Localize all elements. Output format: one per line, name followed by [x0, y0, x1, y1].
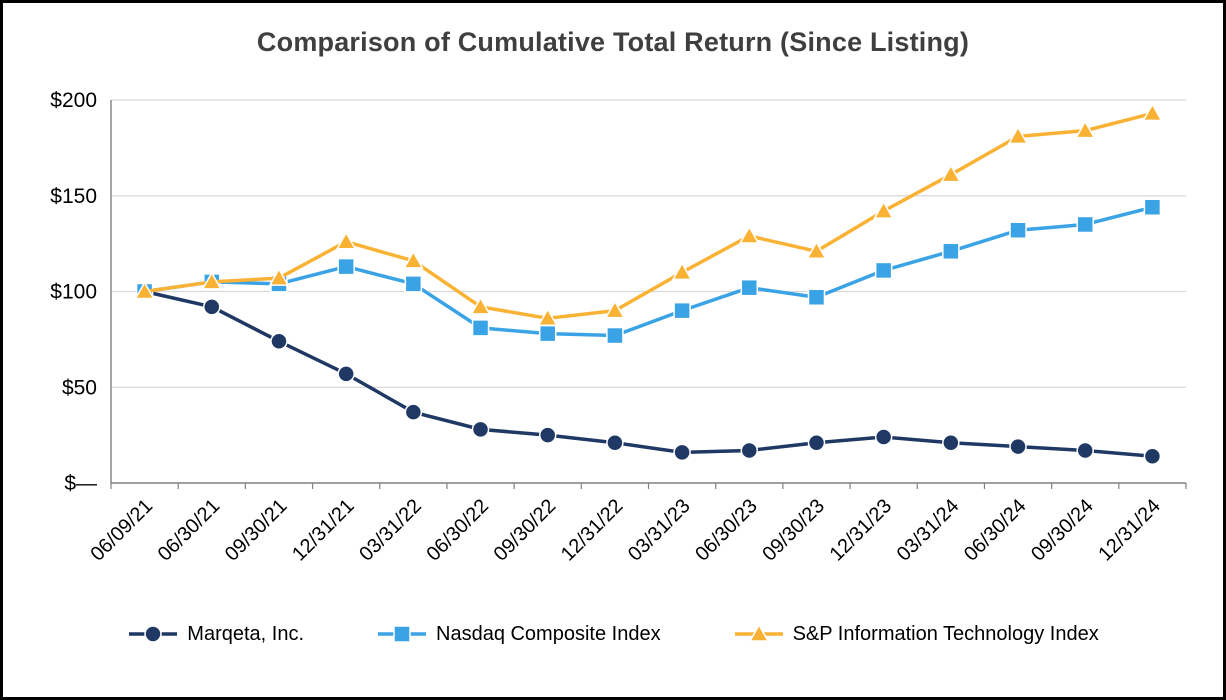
y-tick-label: $200	[50, 89, 97, 112]
series-0-marker	[337, 365, 355, 383]
x-tick-label: 06/30/22	[422, 495, 493, 566]
series-2-marker	[671, 261, 693, 281]
series-0-marker	[874, 428, 893, 446]
series-1-marker	[337, 257, 355, 276]
x-tick-label: 06/30/21	[154, 495, 225, 566]
series-2-marker	[604, 300, 626, 319]
series-2-marker	[1074, 120, 1096, 139]
y-tick-label: $—	[64, 472, 97, 495]
x-tick-label: 12/31/22	[557, 495, 628, 566]
x-tick-label: 12/31/23	[826, 495, 897, 566]
series-2-marker	[1142, 102, 1163, 122]
series-0-marker	[1143, 447, 1162, 465]
series-1-marker	[538, 324, 557, 343]
series-0-marker	[404, 403, 423, 421]
legend-item-1: Nasdaq Composite Index	[376, 621, 661, 647]
series-1-marker	[471, 319, 490, 337]
legend-marker	[393, 625, 411, 643]
legend-item-2: S&P Information Technology Index	[733, 621, 1099, 647]
series-1-marker	[606, 326, 624, 345]
series-2-marker	[134, 280, 155, 300]
legend-marker	[748, 623, 769, 642]
x-tick-label: 09/30/22	[490, 495, 561, 566]
series-0-marker	[270, 332, 288, 351]
x-tick-label: 03/31/24	[893, 495, 964, 566]
chart-title: Comparison of Cumulative Total Return (S…	[256, 27, 970, 57]
x-tick-label: 09/30/21	[221, 495, 292, 566]
plot-area: $—$50$100$150$20006/09/2106/30/2109/30/2…	[50, 89, 1187, 566]
x-tick-label: 06/09/21	[87, 495, 158, 566]
x-tick-label: 03/31/22	[355, 495, 426, 566]
series-line-2	[142, 111, 1155, 321]
series-1-marker	[942, 242, 960, 261]
series-0-marker	[807, 434, 826, 452]
legend-label: Marqeta, Inc.	[187, 622, 304, 645]
legend-marker-triangle-icon	[734, 623, 783, 642]
series-1-marker	[1143, 198, 1162, 216]
legend-marker-square-icon	[378, 625, 426, 643]
series-1-marker	[1009, 221, 1027, 239]
series-0-marker	[673, 443, 691, 462]
y-tick-label: $100	[50, 281, 97, 304]
x-tick-label: 12/31/21	[288, 495, 359, 566]
x-tick-label: 06/30/24	[960, 495, 1031, 566]
legend-label: S&P Information Technology Index	[792, 622, 1099, 645]
series-1-marker	[740, 278, 759, 297]
series-2-marker	[873, 200, 894, 219]
series-2-marker	[806, 240, 827, 260]
series-2-marker	[537, 307, 559, 327]
series-2-marker	[335, 231, 357, 250]
series-line-0	[142, 289, 1155, 458]
series-2-marker	[403, 250, 424, 269]
series-1-marker	[1076, 215, 1094, 234]
x-tick-label: 06/30/23	[691, 495, 762, 566]
x-tick-label: 09/30/23	[758, 495, 829, 566]
x-tick-label: 09/30/24	[1027, 495, 1098, 566]
series-2-marker	[470, 296, 491, 315]
series-2-marker	[201, 271, 223, 290]
series-2-marker	[268, 267, 290, 286]
series-0-marker	[538, 426, 557, 444]
x-tick-label: 12/31/24	[1094, 495, 1165, 566]
legend-label: Nasdaq Composite Index	[436, 622, 661, 645]
series-1-marker	[404, 275, 423, 293]
series-0-marker	[203, 298, 221, 316]
x-tick-label: 03/31/23	[624, 495, 695, 566]
series-0-marker	[471, 420, 490, 439]
series-0-marker	[1076, 441, 1094, 460]
series-1-marker	[874, 261, 893, 280]
legend-marker-circle-icon	[129, 625, 178, 643]
chart-legend: Marqeta, Inc. Nasdaq Composite Index S&P I…	[3, 621, 1223, 647]
y-tick-label: $150	[50, 185, 97, 208]
series-2-marker	[940, 164, 962, 183]
series-0-marker	[740, 441, 759, 460]
series-0-marker	[1009, 437, 1027, 456]
series-0-marker	[942, 434, 960, 452]
series-2-marker	[1007, 125, 1029, 145]
legend-item-0: Marqeta, Inc.	[127, 621, 304, 647]
series-1-marker	[807, 288, 826, 306]
series-1-marker	[673, 301, 691, 320]
series-2-marker	[738, 225, 760, 244]
legend-marker	[144, 625, 163, 643]
series-line-1	[142, 205, 1155, 338]
y-tick-label: $50	[62, 376, 97, 399]
series-0-marker	[606, 434, 624, 452]
